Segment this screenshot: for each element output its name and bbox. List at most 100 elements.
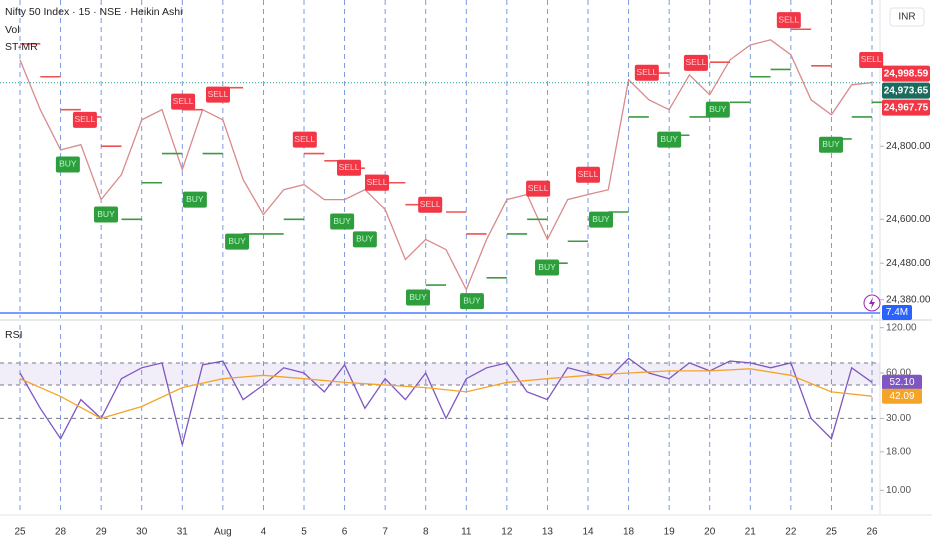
axes: 25 28 29 30 31 Aug 4 5 6 7 8 11 12 13 14 18 19 20 21 22 25 26… bbox=[14, 65, 931, 538]
currency[interactable]: INR bbox=[898, 12, 915, 23]
signal-label: SELL bbox=[339, 162, 360, 172]
signal-marker bbox=[171, 93, 196, 110]
x-tick-label: Aug bbox=[214, 527, 232, 538]
signal-label: BUY bbox=[409, 292, 427, 302]
y-tick-label: 10.00 bbox=[886, 485, 911, 496]
x-tick-label: 8 bbox=[423, 527, 429, 538]
alert-bolt bbox=[869, 297, 875, 309]
signal-label: BUY bbox=[592, 214, 610, 224]
signal-marker bbox=[657, 131, 682, 148]
x-tick-label: 4 bbox=[261, 527, 267, 538]
x-tick-label: 6 bbox=[342, 527, 348, 538]
chart-title: Nifty 50 Index · 15 · NSE · Heikin Ashi bbox=[5, 6, 182, 18]
x-tick-label: 5 bbox=[301, 527, 307, 538]
signal-label: SELL bbox=[578, 169, 599, 179]
x-tick-label: 22 bbox=[785, 527, 797, 538]
legend-entry: ST-MR bbox=[5, 41, 38, 53]
signal-label: SELL bbox=[367, 177, 388, 187]
x-tick-label: 11 bbox=[461, 527, 472, 538]
x-tick-label: 31 bbox=[177, 527, 189, 538]
signal-label: SELL bbox=[861, 54, 882, 64]
signal-label: SELL bbox=[528, 183, 549, 193]
signal-label: SELL bbox=[75, 114, 96, 124]
signal-marker bbox=[337, 159, 362, 176]
signal-marker bbox=[535, 259, 560, 276]
volume-label-box bbox=[882, 305, 912, 320]
price-label-box bbox=[882, 65, 930, 82]
signal-label: BUY bbox=[228, 236, 246, 246]
series-line bbox=[19, 357, 873, 446]
last-value-label: 42.09 bbox=[889, 391, 914, 402]
y-tick-label: 30.00 bbox=[886, 413, 911, 424]
x-tick-label: 29 bbox=[96, 527, 108, 538]
signal-marker bbox=[776, 12, 801, 29]
signal-label: BUY bbox=[709, 104, 727, 114]
signal-marker bbox=[225, 233, 250, 250]
signal-marker bbox=[418, 196, 443, 213]
y-tick-label: 24,800.00 bbox=[886, 141, 931, 152]
signal-marker bbox=[406, 289, 431, 306]
x-tick-label: 21 bbox=[745, 527, 757, 538]
signal-marker bbox=[859, 51, 884, 68]
price-label: 24,998.59 bbox=[884, 68, 929, 79]
pane-title: RSI bbox=[5, 329, 23, 341]
price-label: 24,973.65 bbox=[884, 85, 929, 96]
rsi-band bbox=[0, 362, 880, 385]
signal-marker bbox=[819, 136, 844, 153]
signal-marker bbox=[330, 213, 355, 230]
last-value-label: 52.10 bbox=[889, 377, 914, 388]
signal-marker bbox=[705, 101, 730, 118]
signal-label: BUY bbox=[97, 209, 115, 219]
x-tick-label: 25 bbox=[14, 527, 26, 538]
price-label-box bbox=[882, 82, 930, 99]
signal-label: SELL bbox=[686, 57, 707, 67]
signal-label: SELL bbox=[173, 96, 194, 106]
price-label-box bbox=[882, 99, 930, 116]
x-tick-label: 19 bbox=[664, 527, 676, 538]
last-value-box bbox=[882, 388, 922, 404]
signal-marker bbox=[576, 166, 601, 183]
x-tick-label: 13 bbox=[542, 527, 554, 538]
signal-label: BUY bbox=[333, 216, 351, 226]
y-tick-label: 24,480.00 bbox=[886, 258, 931, 269]
signal-marker bbox=[365, 174, 390, 191]
signal-marker bbox=[292, 131, 317, 148]
signal-label: SELL bbox=[778, 14, 799, 24]
y-tick-label: 18.00 bbox=[886, 446, 911, 457]
series-line bbox=[19, 368, 873, 420]
y-tick-label: 24,380.00 bbox=[886, 294, 931, 305]
x-tick-label: 20 bbox=[704, 527, 716, 538]
signal-marker bbox=[94, 206, 119, 223]
signal-label: BUY bbox=[186, 194, 204, 204]
y-tick-label: 24,600.00 bbox=[886, 214, 931, 225]
series-line bbox=[19, 39, 873, 292]
volume-label: 7.4M bbox=[886, 307, 908, 318]
x-tick-label: 7 bbox=[382, 527, 388, 538]
signal-marker bbox=[459, 293, 484, 310]
signal-marker bbox=[182, 191, 207, 208]
x-tick-label: 28 bbox=[55, 527, 67, 538]
signal-marker bbox=[526, 180, 551, 197]
signal-marker bbox=[588, 211, 613, 228]
signal-label: BUY bbox=[822, 139, 840, 149]
signal-marker bbox=[72, 111, 97, 128]
signal-label: BUY bbox=[463, 295, 481, 305]
last-value-box bbox=[882, 374, 922, 390]
signal-label: BUY bbox=[660, 134, 678, 144]
signal-label: SELL bbox=[420, 199, 441, 209]
signal-marker bbox=[634, 64, 659, 81]
currency-box[interactable] bbox=[889, 7, 925, 27]
x-tick-label: 18 bbox=[623, 527, 635, 538]
signal-marker bbox=[352, 231, 377, 248]
signal-label: SELL bbox=[636, 67, 657, 77]
y-tick-label: 120.00 bbox=[886, 322, 917, 333]
signal-marker bbox=[683, 54, 708, 71]
signal-label: SELL bbox=[208, 89, 229, 99]
price-label: 24,967.75 bbox=[884, 102, 929, 113]
signal-label: SELL bbox=[294, 134, 315, 144]
x-tick-label: 14 bbox=[582, 527, 594, 538]
x-tick-label: 30 bbox=[136, 527, 148, 538]
signal-label: BUY bbox=[59, 159, 77, 169]
y-tick-label: 60.00 bbox=[886, 368, 911, 379]
